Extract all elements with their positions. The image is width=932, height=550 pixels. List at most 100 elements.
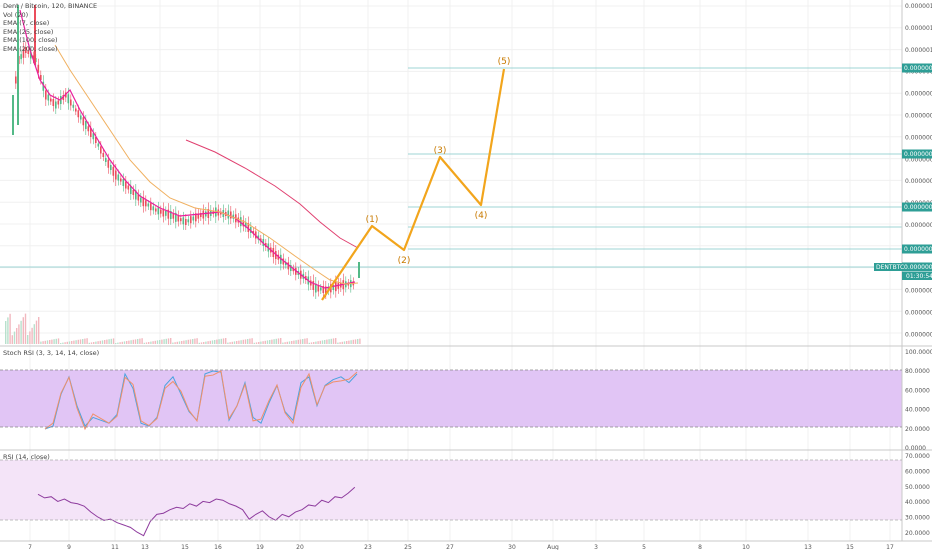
indicator-ema-200[interactable]: EMA (200, close) <box>3 44 58 53</box>
indicator-ema-25[interactable]: EMA (25, close) <box>3 27 54 36</box>
candle-body <box>100 146 102 154</box>
candle-body <box>92 133 95 140</box>
elliott-wave-projection[interactable] <box>321 68 506 301</box>
candle-body <box>120 178 122 182</box>
time-tick-label: 13 <box>804 544 812 550</box>
time-axis[interactable]: 7 9 11 13 15 16 19 20 23 25 27 30 Aug 3 5 8 10 13 15 17 <box>28 544 894 550</box>
rsi-tick-label: 20.0000 <box>905 530 930 537</box>
wave-label-3: (3) <box>434 146 447 156</box>
volume-bar <box>249 338 251 344</box>
volume-bar <box>229 342 231 344</box>
volume-bar <box>159 340 161 344</box>
stoch-rsi-axis: 100.0000 80.0000 60.0000 40.0000 20.0000 0.00… <box>905 349 932 452</box>
volume-bar <box>273 339 275 344</box>
volume-bar <box>337 342 339 344</box>
volume-bar <box>308 342 310 344</box>
symbol-title[interactable]: Dent / Bitcoin, 120, BINANCE <box>3 2 98 10</box>
volume-bar <box>335 338 337 344</box>
rsi-title[interactable]: RSI (14, close) <box>3 453 50 461</box>
volume-bar <box>33 324 35 344</box>
candle-body <box>45 90 47 100</box>
volume-bar <box>258 342 260 344</box>
volume-bar <box>161 339 163 344</box>
volume-bar <box>216 339 218 344</box>
price-tick-label: 0.00000105 <box>905 25 932 32</box>
candle-body <box>245 222 247 228</box>
candle-body <box>172 213 175 219</box>
volume-bar <box>95 341 97 344</box>
volume-bar <box>183 340 185 344</box>
volume-bar <box>106 339 108 344</box>
candle-body <box>15 76 17 84</box>
candle-body <box>358 262 360 278</box>
volume-bar <box>7 317 9 344</box>
candle-body <box>197 213 200 219</box>
stoch-tick-label: 60.0000 <box>905 387 930 394</box>
candle-body <box>115 170 117 180</box>
volume-bar <box>354 339 357 344</box>
candle-body <box>122 179 125 186</box>
price-badge <box>902 63 932 73</box>
time-tick-label: 3 <box>594 544 598 550</box>
candle-body <box>160 209 162 214</box>
time-tick-label: Aug <box>547 544 559 550</box>
volume-bar <box>343 341 346 344</box>
candle-body <box>80 115 82 120</box>
volume-bar <box>150 341 152 344</box>
price-axis[interactable]: 0.000001100.000001050.000001000.00000095… <box>905 3 932 339</box>
volume-bar <box>172 342 174 344</box>
volume-bar <box>218 339 220 344</box>
volume-bar <box>93 342 95 344</box>
stoch-rsi-title[interactable]: Stoch RSI (3, 3, 14, 14, close) <box>3 349 100 357</box>
candle-body <box>25 47 27 53</box>
candle-body <box>167 209 170 219</box>
volume-bar <box>141 338 143 344</box>
candle-body <box>20 54 22 60</box>
volume-bar <box>62 342 64 344</box>
candle-body <box>57 100 60 105</box>
indicator-ema-7[interactable]: EMA (7, close) <box>3 19 50 28</box>
wave-label-5: (5) <box>498 57 511 67</box>
candle-body <box>190 216 192 224</box>
volume-bar <box>40 341 42 344</box>
indicator-ema-100[interactable]: EMA (100, close) <box>3 36 58 45</box>
volume-bar <box>288 341 291 344</box>
price-tick-label: 0.00000040 <box>905 310 932 317</box>
ticker-badge <box>874 263 902 271</box>
stoch-tick-label: 100.0000 <box>905 349 932 356</box>
candle-body <box>82 117 85 126</box>
candle-body <box>125 181 127 189</box>
wave-label-2: (2) <box>398 256 411 266</box>
candle-body <box>50 98 52 102</box>
volume-bar <box>194 338 196 344</box>
volume-bar <box>328 339 330 344</box>
volume-bar <box>339 342 341 344</box>
volume-bar <box>264 340 266 344</box>
volume-bar <box>9 313 11 344</box>
volume-bar <box>211 340 214 344</box>
price-badge-label: 0.00000076 <box>904 151 932 158</box>
volume-bar <box>240 340 242 344</box>
volume-bars <box>5 313 361 344</box>
volume-bar <box>99 340 101 344</box>
candle-body <box>242 220 245 227</box>
rsi-axis: 70.0000 60.0000 50.0000 40.0000 30.0000 20.00… <box>905 453 930 537</box>
time-tick-label: 25 <box>404 544 412 550</box>
candle-body <box>140 197 142 203</box>
volume-bar <box>359 338 361 344</box>
volume-bar <box>310 342 313 344</box>
rsi-tick-label: 30.0000 <box>905 515 930 522</box>
volume-bar <box>222 338 225 344</box>
volume-bar <box>321 340 324 344</box>
candle-body <box>152 206 155 211</box>
time-tick-label: 7 <box>28 544 32 550</box>
volume-bar <box>139 338 141 344</box>
candle-body <box>52 99 55 106</box>
volume-bar <box>11 335 13 344</box>
price-badge-label: 0.00000054 <box>904 246 932 253</box>
volume-bar <box>266 340 269 344</box>
time-tick-label: 23 <box>364 544 372 550</box>
indicator-vol[interactable]: Vol (20) <box>3 10 29 19</box>
volume-bar <box>68 341 71 344</box>
